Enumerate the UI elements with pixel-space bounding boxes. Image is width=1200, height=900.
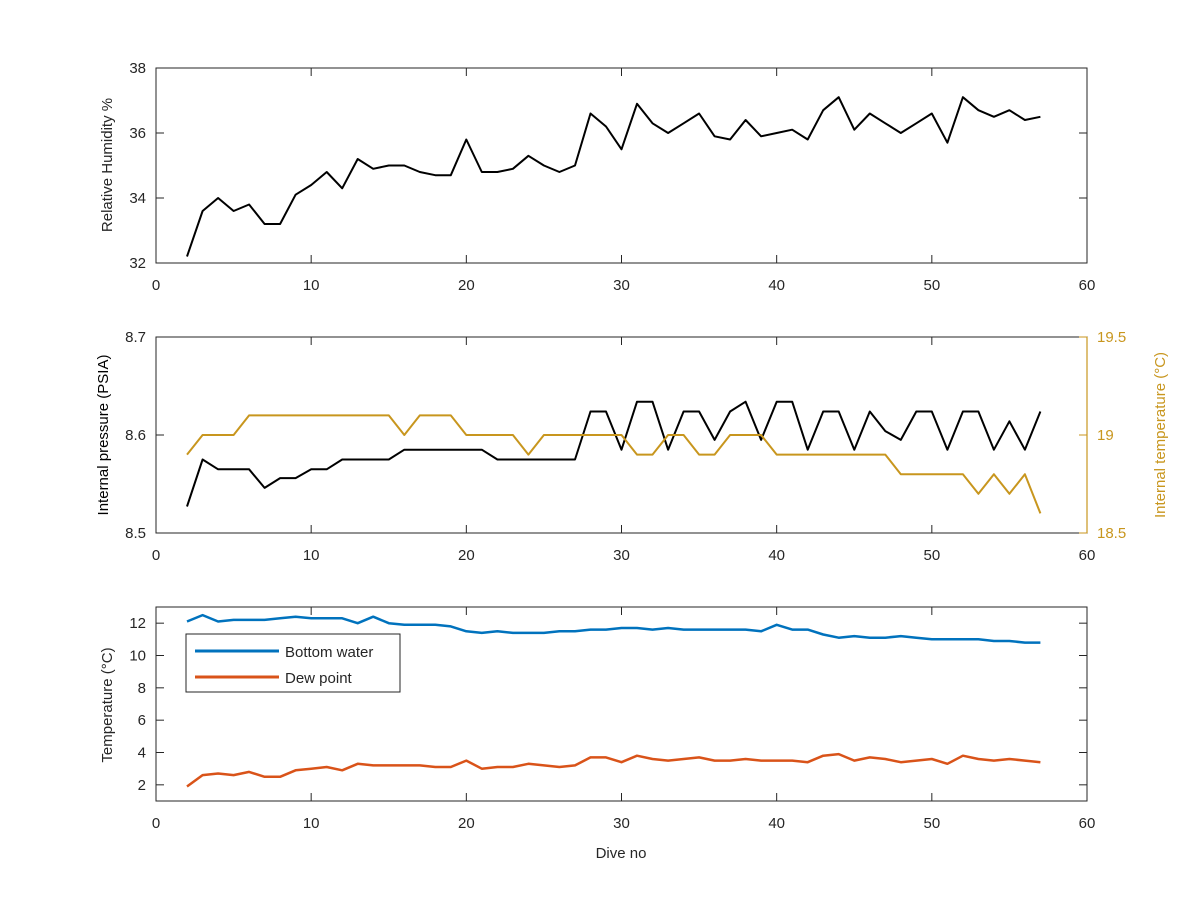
temperature-lines <box>186 613 1041 788</box>
internal-temperature-y-ticks: 18.5 19 19.5 <box>1079 329 1126 542</box>
y-tick-label: 38 <box>129 60 146 77</box>
x-tick-label: 50 <box>923 547 940 564</box>
pressure-y-axis-label: Internal pressure (PSIA) <box>95 355 112 516</box>
x-tick-label: 30 <box>613 277 630 294</box>
x-tick-label: 40 <box>768 277 785 294</box>
y-tick-label: 8.5 <box>125 525 146 542</box>
pressure-x-ticks: 0 10 20 30 40 50 60 <box>152 337 1096 564</box>
legend: Bottom water Dew point <box>185 633 401 693</box>
x-tick-label: 40 <box>768 547 785 564</box>
x-tick-label: 0 <box>152 815 160 832</box>
series-line-series-0 <box>186 96 1041 257</box>
y-tick-label: 8 <box>138 680 146 697</box>
humidity-x-ticks: 0 10 20 30 40 50 60 <box>152 68 1096 294</box>
x-tick-label: 10 <box>303 815 320 832</box>
x-tick-label: 10 <box>303 547 320 564</box>
x-tick-label: 30 <box>613 815 630 832</box>
y2-tick-label: 19 <box>1097 427 1114 444</box>
x-tick-label: 50 <box>923 815 940 832</box>
humidity-y-ticks: 32 34 36 38 <box>129 60 1087 272</box>
humidity-y-axis-label: Relative Humidity % <box>99 98 116 232</box>
y2-tick-label: 18.5 <box>1097 525 1126 542</box>
internal-temperature-y-axis-label: Internal temperature (°C) <box>1152 352 1169 518</box>
y-tick-label: 34 <box>129 190 146 207</box>
series-line-dew-point <box>186 752 1041 788</box>
x-tick-label: 30 <box>613 547 630 564</box>
x-tick-label: 60 <box>1079 815 1096 832</box>
temperature-y-axis-label: Temperature (°C) <box>99 647 116 762</box>
x-tick-label: 60 <box>1079 547 1096 564</box>
humidity-lines <box>186 96 1041 257</box>
x-axis-label: Dive no <box>596 845 647 862</box>
series-line-series-0 <box>186 400 1042 507</box>
x-tick-label: 20 <box>458 815 475 832</box>
x-tick-label: 40 <box>768 815 785 832</box>
y-tick-label: 12 <box>129 615 146 632</box>
series-line-series-1 <box>186 414 1042 514</box>
pressure-y-ticks: 8.5 8.6 8.7 <box>125 329 164 542</box>
legend-label-bottom-water: Bottom water <box>285 644 373 661</box>
humidity-panel: 0 10 20 30 40 50 60 32 34 36 38 Relative Humidity… <box>99 60 1095 294</box>
y-tick-label: 10 <box>129 648 146 665</box>
y2-tick-label: 19.5 <box>1097 329 1126 346</box>
y-tick-label: 36 <box>129 125 146 142</box>
x-tick-label: 20 <box>458 547 475 564</box>
x-tick-label: 0 <box>152 547 160 564</box>
y-tick-label: 8.7 <box>125 329 146 346</box>
legend-label-dew-point: Dew point <box>285 670 353 687</box>
temperature-y-ticks: 2 4 6 8 10 12 <box>129 615 1087 794</box>
x-tick-label: 0 <box>152 277 160 294</box>
y-tick-label: 2 <box>138 777 146 794</box>
legend-box <box>185 633 401 693</box>
y-tick-label: 8.6 <box>125 427 146 444</box>
temperature-x-ticks: 0 10 20 30 40 50 60 <box>152 607 1096 832</box>
y-tick-label: 32 <box>129 255 146 272</box>
series-line-bottom-water <box>186 613 1041 644</box>
y-tick-label: 4 <box>138 745 146 762</box>
y-tick-label: 6 <box>138 712 146 729</box>
x-tick-label: 60 <box>1079 277 1096 294</box>
x-tick-label: 50 <box>923 277 940 294</box>
pressure-panel: 0 10 20 30 40 50 60 8.5 8.6 8.7 18.5 19 19.5 Inter… <box>95 329 1169 564</box>
x-tick-label: 20 <box>458 277 475 294</box>
x-tick-label: 10 <box>303 277 320 294</box>
humidity-plot-area <box>155 67 1088 264</box>
pressure-lines <box>186 400 1042 514</box>
